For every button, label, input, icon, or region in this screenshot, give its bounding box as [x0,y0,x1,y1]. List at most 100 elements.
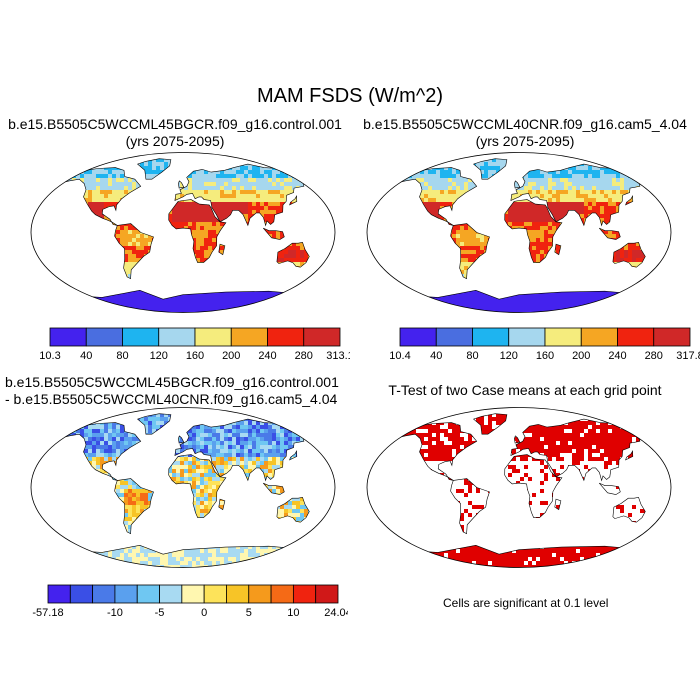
globe-outline [366,407,672,568]
colorbar-case1-swatch [303,327,341,347]
coastline-africa [168,454,227,518]
coastline-greenland [473,413,508,435]
colorbar-difference-swatch [92,584,116,604]
panel3-title-line2: - b.e15.B5505C5WCCML40CNR.f09_g16.cam5_4… [5,391,338,407]
colorbar-case1-tick-label: 280 [295,350,313,362]
colorbar-case1-tick-label: 240 [258,350,276,362]
coastline-africa [504,199,563,263]
coastline-northAmerica [396,167,478,226]
colorbar-case1-swatch [122,327,160,347]
colorbar-difference-tick-label: 24.04 [324,607,348,619]
colorbar-case1-swatch [85,327,123,347]
coastline-indonesia [598,482,621,495]
colorbar-difference-tick-label: 5 [246,607,252,619]
colorbar-case1-swatch [49,327,87,347]
map-difference [30,407,336,568]
colorbar-difference-swatch [69,584,94,604]
colorbar-case2-tick-label: 200 [572,350,590,362]
colorbar-case1-swatch [267,327,305,347]
coastline-australia [276,241,310,268]
colorbar-case1-tick-label: 10.3 [39,350,60,362]
colorbar-case1-swatch [158,327,196,347]
panel2-title-line1: b.e15.B5505C5WCCML40CNR.f09_g16.cam5_4.0… [363,116,687,132]
coastline-madagascar [218,498,226,511]
coastline-britain [514,180,521,189]
coastline-southAmerica [114,478,154,535]
coastline-japan [289,195,298,206]
map-ttest [366,407,672,568]
colorbar-difference-swatch [292,584,317,604]
coastline-antarctica [393,289,645,313]
coastline-britain [178,435,185,444]
globe-outline [30,152,336,313]
colorbar-difference-tick-label: 0 [201,607,207,619]
colorbar-case2-tick-label: 120 [500,350,518,362]
colorbar-case1-tick-label: 40 [80,350,92,362]
coastline-northAmerica [60,422,142,481]
panel2-title: b.e15.B5505C5WCCML40CNR.f09_g16.cam5_4.0… [355,116,695,150]
coastline-greenland [137,413,172,435]
panel2-title-line2: (yrs 2075-2095) [475,133,575,149]
colorbar-case1-tick-label: 120 [150,350,168,362]
panel4-title: T-Test of two Case means at each grid po… [355,382,695,399]
colorbar-case2-swatch [544,327,582,347]
coastline-britain [514,435,521,444]
coastline-indonesia [262,482,285,495]
coastline-eurasia [174,418,311,482]
colorbar-case1-tick-label: 80 [116,350,128,362]
colorbar-case2-tick-label: 160 [536,350,554,362]
colorbar-difference-swatch [315,584,339,604]
colorbar-case2-tick-label: 80 [466,350,478,362]
coastline-japan [289,450,298,461]
colorbar-case2-swatch [617,327,655,347]
colorbar-case2-tick-label: 240 [608,350,626,362]
coastline-australia [276,496,310,523]
colorbar-case1: 10.3 40 80 120 160 200 240 280 313.1 [39,327,350,362]
coastline-indonesia [262,227,285,240]
colorbar-case2-tick-label: 10.4 [389,350,410,362]
coastline-madagascar [554,243,562,256]
colorbar-case1-swatch [194,327,232,347]
panel3-title-line1: b.e15.B5505C5WCCML45BGCR.f09_g16.control… [5,374,339,390]
colorbar-case1-tick-label: 200 [222,350,240,362]
coastline-japan [625,195,634,206]
colorbar-case2-swatch [399,327,437,347]
panel3-title: b.e15.B5505C5WCCML45BGCR.f09_g16.control… [5,374,345,408]
panel1-title-line1: b.e15.B5505C5WCCML45BGCR.f09_g16.control… [8,116,342,132]
panel4-title-line1: T-Test of two Case means at each grid po… [388,382,662,398]
colorbar-case2-swatch [580,327,618,347]
colorbar-case1-tick-label: 160 [186,350,204,362]
colorbar-difference-swatch [270,584,294,604]
colorbar-case2-tick-label: 280 [645,350,663,362]
coastline-madagascar [554,498,562,511]
coastline-africa [168,199,227,263]
colorbar-case2-swatch [508,327,546,347]
coastline-japan [625,450,634,461]
coastline-eurasia [174,163,311,227]
coastline-greenland [137,158,172,180]
colorbar-difference-swatch [47,584,71,604]
colorbar-difference-tick-label: -5 [155,607,165,619]
colorbar-case2-tick-label: 40 [430,350,442,362]
colorbar-case1-swatch [230,327,268,347]
coastline-northAmerica [396,422,478,481]
colorbar-case2-swatch [472,327,510,347]
coastline-antarctica [57,289,309,313]
coastline-madagascar [218,243,226,256]
colorbar-difference-swatch [181,584,205,604]
colorbar-case2-swatch [435,327,473,347]
coastline-southAmerica [450,478,490,535]
coastline-indonesia [598,227,621,240]
colorbar-case2: 10.4 40 80 120 160 200 240 280 317.8 [389,327,700,362]
coastline-southAmerica [450,223,490,280]
coastline-southAmerica [114,223,154,280]
colorbar-difference-tick-label: -57.18 [32,607,63,619]
map-case2 [366,152,672,313]
coastline-australia [612,241,646,268]
coastline-britain [178,180,185,189]
colorbar-difference-swatch [159,584,183,604]
coastline-eurasia [510,163,647,227]
coastline-africa [504,454,563,518]
colorbar-case2-swatch [653,327,691,347]
figure-title: MAM FSDS (W/m^2) [256,85,444,107]
